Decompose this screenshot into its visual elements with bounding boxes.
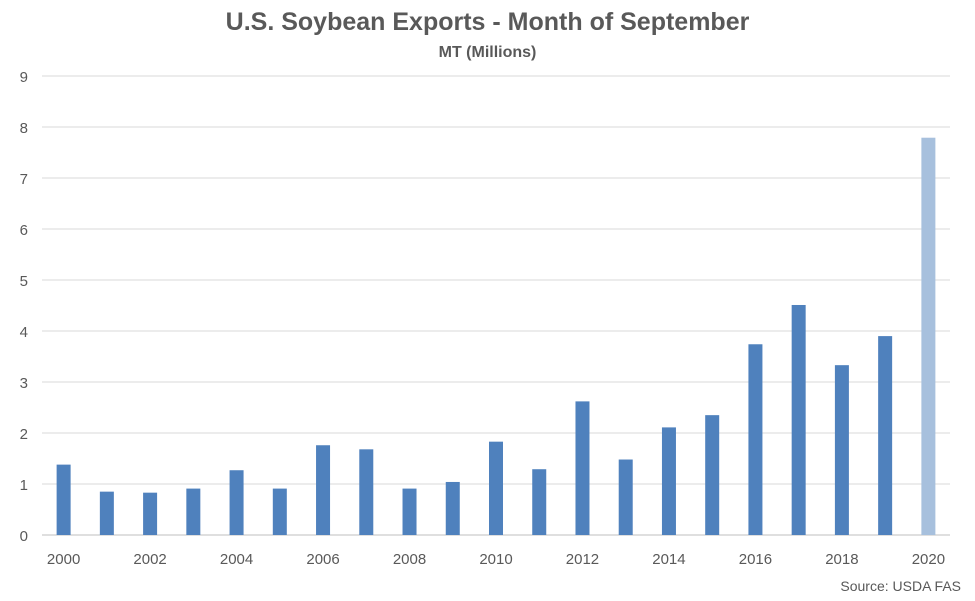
y-tick-label: 6 bbox=[20, 222, 28, 239]
bar-2004 bbox=[229, 470, 244, 535]
bar-2002 bbox=[143, 492, 158, 535]
bar-2017 bbox=[791, 304, 806, 535]
y-tick-label: 5 bbox=[20, 273, 28, 290]
x-tick-label: 2018 bbox=[825, 551, 858, 568]
chart-subtitle: MT (Millions) bbox=[438, 44, 537, 61]
bar-2008 bbox=[402, 488, 417, 535]
y-tick-label: 4 bbox=[20, 324, 28, 341]
y-tick-label: 9 bbox=[20, 69, 28, 86]
bar-2020 bbox=[921, 137, 936, 535]
bar-2016 bbox=[748, 344, 763, 535]
y-tick-label: 3 bbox=[20, 375, 28, 392]
x-tick-label: 2010 bbox=[479, 551, 512, 568]
y-tick-label: 2 bbox=[20, 426, 28, 443]
bar-2003 bbox=[186, 488, 201, 535]
bar-2013 bbox=[618, 459, 633, 535]
source-note: Source: USDA FAS bbox=[840, 578, 961, 594]
bar-2006 bbox=[316, 445, 331, 535]
bar-2015 bbox=[705, 415, 720, 535]
bar-2014 bbox=[661, 427, 676, 535]
chart-title: U.S. Soybean Exports - Month of Septembe… bbox=[225, 8, 750, 36]
x-tick-label: 2014 bbox=[652, 551, 685, 568]
y-tick-label: 8 bbox=[20, 120, 28, 137]
x-tick-label: 2004 bbox=[220, 551, 253, 568]
bar-2010 bbox=[489, 441, 503, 535]
bar-2011 bbox=[532, 469, 547, 535]
bar-2005 bbox=[272, 488, 287, 535]
x-tick-label: 2016 bbox=[739, 551, 772, 568]
bar-2009 bbox=[445, 481, 460, 535]
bar-2007 bbox=[359, 449, 374, 535]
x-tick-label: 2012 bbox=[566, 551, 599, 568]
y-tick-label: 7 bbox=[20, 171, 28, 188]
x-tick-label: 2020 bbox=[912, 551, 945, 568]
x-tick-label: 2000 bbox=[47, 551, 80, 568]
bar-2001 bbox=[99, 491, 114, 535]
x-tick-label: 2002 bbox=[133, 551, 166, 568]
bar-2012 bbox=[575, 401, 590, 535]
x-tick-label: 2006 bbox=[306, 551, 339, 568]
y-tick-label: 1 bbox=[20, 477, 28, 494]
bar-2018 bbox=[834, 365, 849, 535]
y-tick-label: 0 bbox=[20, 528, 28, 545]
bar-2019 bbox=[878, 336, 893, 535]
x-tick-label: 2008 bbox=[393, 551, 426, 568]
bar-2000 bbox=[56, 464, 71, 535]
